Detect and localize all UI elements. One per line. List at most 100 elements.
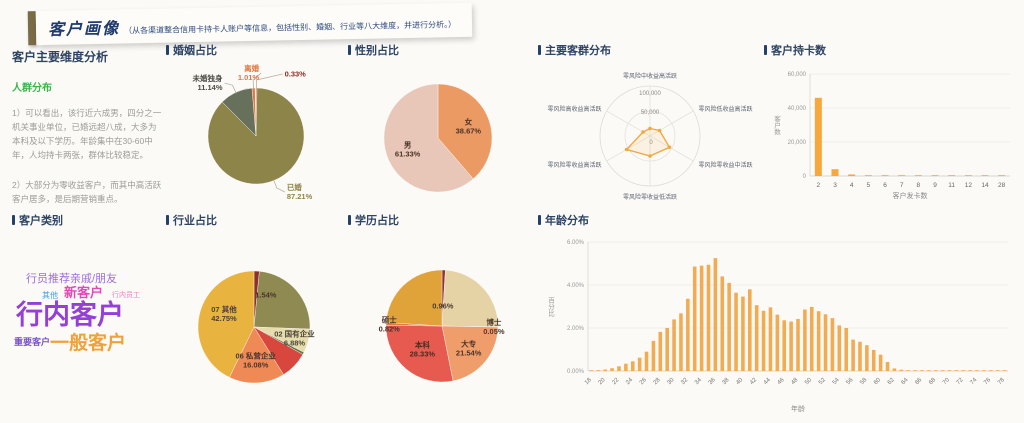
age-bar-chart[interactable]: 0.00% 2.00% 4.00% 6.00% 18 20 22 24 26 28 30 32 34 36… [538, 228, 1020, 417]
svg-text:14: 14 [981, 182, 989, 189]
svg-text:40,000: 40,000 [788, 106, 807, 112]
svg-text:42: 42 [749, 377, 758, 386]
svg-text:0.05%: 0.05% [483, 327, 505, 336]
wordcloud-term[interactable]: 其他 [42, 291, 58, 300]
industry-panel: 行业占比 1.54% 02 国有企业 6.88% 06 私营企业 16.08% 07 其他… [166, 212, 346, 417]
education-pie-chart[interactable]: 0.96% 博士 0.05% 大专 21.54% 本科 28.33% 硕士 0.82% [348, 228, 528, 417]
svg-text:62: 62 [887, 377, 896, 386]
section-title-text: 行业占比 [173, 215, 217, 227]
section-title-text: 客户持卡数 [771, 45, 826, 57]
svg-text:0.33%: 0.33% [285, 70, 307, 79]
section-title-marriage: 婚姻占比 [166, 42, 346, 58]
svg-text:11.14%: 11.14% [197, 83, 222, 92]
section-marker [348, 45, 351, 55]
cards-panel: 客户持卡数 0 20,000 40,000 60,000 2 3 4 5 6 7 8 9 11 12 14 2… [764, 42, 1020, 210]
svg-text:61.33%: 61.33% [395, 149, 421, 158]
svg-text:零风险高收益高活跃: 零风险高收益高活跃 [547, 105, 601, 113]
svg-text:7: 7 [900, 182, 904, 189]
marriage-panel: 婚姻占比 0.33% 已婚 87.21% 未婚独身 11.14% 离婚 1.01% [166, 42, 346, 210]
svg-text:28.33%: 28.33% [410, 350, 436, 359]
gender-panel: 性别占比 女 38.67% 男 61.33% [348, 42, 528, 210]
section-marker [348, 215, 351, 225]
svg-text:44: 44 [763, 377, 772, 386]
svg-text:24: 24 [625, 377, 634, 386]
section-marker [538, 215, 541, 225]
svg-text:1.01%: 1.01% [238, 73, 260, 82]
svg-text:02 国有企业: 02 国有企业 [274, 329, 315, 339]
marriage-pie-chart[interactable]: 0.33% 已婚 87.21% 未婚独身 11.14% 离婚 1.01% [166, 58, 346, 210]
page-header: 客户画像 （从各渠道整合信用卡持卡人账户等信息，包括性别、婚姻、行业等八大维度，… [27, 2, 473, 46]
svg-text:4: 4 [850, 182, 854, 189]
section-marker [764, 45, 767, 55]
wordcloud-term[interactable]: 行内员工 [112, 292, 140, 299]
industry-pie-chart[interactable]: 1.54% 02 国有企业 6.88% 06 私营企业 16.08% 07 其他 42.75… [166, 228, 346, 417]
svg-text:56: 56 [846, 377, 855, 386]
svg-text:50: 50 [804, 377, 813, 386]
svg-text:68: 68 [928, 377, 937, 386]
segments-radar-chart[interactable]: 零风险中收益高活跃 零风险低收益高活跃 零风险零收益中活跃 零风险零收益低活跃 零风险零… [538, 58, 762, 210]
svg-text:70: 70 [942, 377, 951, 386]
section-title-text: 主要客群分布 [545, 45, 611, 57]
wordcloud-term[interactable]: 重要客户 [14, 337, 51, 347]
section-title-education: 学历占比 [348, 212, 528, 228]
svg-text:0.00%: 0.00% [567, 369, 585, 375]
svg-text:2.00%: 2.00% [567, 326, 585, 332]
svg-text:零风险零收益低活跃: 零风险零收益低活跃 [623, 193, 677, 201]
header-strip: 客户画像 （从各渠道整合信用卡持卡人账户等信息，包括性别、婚姻、行业等八大维度，… [35, 2, 473, 46]
wordcloud-term[interactable]: 行员推荐亲戚/朋友 [26, 273, 118, 285]
svg-text:未婚独身: 未婚独身 [193, 73, 223, 83]
svg-text:60,000: 60,000 [788, 72, 807, 78]
section-title-text: 年龄分布 [545, 215, 589, 227]
svg-text:87.21%: 87.21% [287, 192, 313, 201]
page-subtitle: （从各渠道整合信用卡持卡人账户等信息，包括性别、婚姻、行业等八大维度，并进行分析… [124, 20, 457, 36]
svg-text:0: 0 [649, 140, 653, 146]
svg-text:52: 52 [818, 377, 827, 386]
svg-text:零风险零收益高活跃: 零风险零收益高活跃 [547, 161, 601, 169]
gender-pie-chart[interactable]: 女 38.67% 男 61.33% [348, 58, 528, 210]
svg-text:5: 5 [867, 182, 871, 189]
section-title-industry: 行业占比 [166, 212, 346, 228]
svg-text:6.88%: 6.88% [284, 339, 306, 348]
svg-text:0.82%: 0.82% [379, 324, 401, 333]
cards-bar-chart[interactable]: 0 20,000 40,000 60,000 2 3 4 5 6 7 8 9 11 12 14 28 客户发卡数… [764, 58, 1020, 210]
svg-text:18: 18 [584, 377, 593, 386]
svg-text:54: 54 [832, 377, 841, 386]
svg-text:8: 8 [917, 182, 921, 189]
svg-text:38: 38 [722, 377, 731, 386]
section-title-category: 客户类别 [12, 212, 164, 228]
category-wordcloud[interactable]: 行员推荐亲戚/朋友其他 新客户 行内员工 行内客户重要客户 一般客户 [12, 228, 164, 417]
svg-text:32: 32 [680, 377, 689, 386]
svg-text:11: 11 [948, 182, 955, 189]
svg-text:硕士: 硕士 [382, 314, 397, 324]
svg-text:28: 28 [653, 377, 662, 386]
section-title-text: 性别占比 [355, 45, 399, 57]
svg-text:20,000: 20,000 [788, 140, 807, 146]
svg-text:58: 58 [859, 377, 868, 386]
section-title-age: 年龄分布 [538, 212, 1020, 228]
svg-text:60: 60 [873, 377, 882, 386]
category-panel: 客户类别 行员推荐亲戚/朋友其他 新客户 行内员工 行内客户重要客户 一般客户 [12, 212, 164, 417]
svg-text:20: 20 [598, 377, 607, 386]
section-title-text: 婚姻占比 [173, 45, 217, 57]
section-title-cards: 客户持卡数 [764, 42, 1020, 58]
wordcloud-term[interactable]: 一般客户 [50, 333, 127, 354]
svg-text:年龄: 年龄 [791, 404, 805, 413]
svg-text:2: 2 [817, 182, 821, 189]
svg-text:0: 0 [803, 174, 807, 180]
svg-text:零风险中收益高活跃: 零风险中收益高活跃 [623, 72, 677, 80]
analysis-title: 客户主要维度分析 [12, 50, 109, 64]
svg-text:38.67%: 38.67% [456, 127, 482, 136]
wordcloud-term[interactable]: 行内客户 [16, 300, 124, 330]
svg-text:50,000: 50,000 [641, 110, 660, 116]
svg-text:74: 74 [969, 377, 978, 386]
section-marker [166, 45, 169, 55]
svg-text:07 其他: 07 其他 [211, 304, 237, 314]
wordcloud-term[interactable]: 新客户 [64, 285, 104, 300]
analysis-paragraph-2: 2）大部分为零收益客户，而其中高活跃客户居多，是后期营销重点。 [12, 180, 162, 205]
section-marker [538, 45, 541, 55]
svg-text:离婚: 离婚 [244, 63, 259, 73]
section-marker [12, 215, 15, 225]
svg-text:06 私营企业: 06 私营企业 [235, 351, 276, 361]
section-title-text: 学历占比 [355, 215, 399, 227]
